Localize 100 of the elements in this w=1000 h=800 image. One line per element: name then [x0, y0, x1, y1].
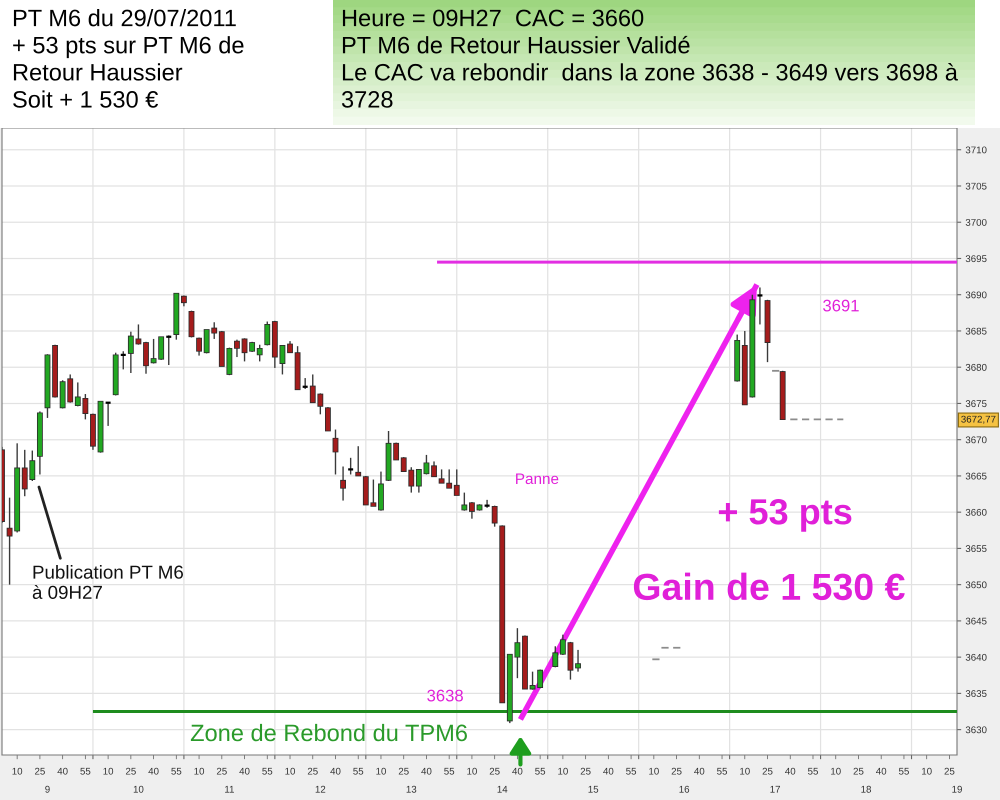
candlestick — [438, 468, 445, 484]
candlestick — [347, 457, 354, 476]
x-tick-label: 10 — [831, 768, 841, 775]
x-tick-label: 25 — [34, 768, 45, 775]
x-tick-label: 55 — [626, 768, 636, 775]
x-tick-label: 10 — [285, 768, 296, 775]
annotation: Publication PT M6 à 09H27 — [32, 565, 183, 599]
x-tick-label: 10 — [12, 768, 22, 775]
x-tick-label: 25 — [398, 768, 409, 775]
x-tick-label: 55 — [353, 768, 364, 775]
y-tick-label: 3650 — [966, 581, 987, 588]
x-tick-label: 40 — [421, 768, 432, 775]
x-tick-label: 10 — [740, 768, 750, 775]
x-tick-label: 25 — [944, 768, 954, 775]
x2-tick-label: 12 — [316, 786, 326, 793]
y-tick-label: 3685 — [966, 328, 987, 335]
candlestick — [104, 401, 112, 427]
x-tick-label: 55 — [171, 768, 182, 775]
candlestick — [317, 392, 324, 416]
x2-tick-label: 17 — [770, 786, 780, 793]
x2-tick-label: 10 — [134, 786, 144, 793]
x2-tick-label: 9 — [45, 786, 50, 793]
candlestick — [165, 334, 172, 366]
candlestick — [120, 350, 127, 370]
candlestick — [552, 646, 558, 668]
x2-tick-label: 11 — [225, 786, 234, 793]
y-tick-label: 3635 — [966, 690, 987, 698]
candlestick — [256, 344, 263, 362]
y-tick-label: 3690 — [966, 291, 987, 298]
y-tick-label: 3665 — [966, 472, 987, 480]
x-tick-label: 55 — [717, 768, 728, 775]
candlestick — [400, 456, 407, 472]
x-tick-label: 25 — [308, 768, 318, 775]
x-tick-label: 40 — [694, 768, 704, 775]
candlestick — [264, 320, 270, 346]
x-tick-label: 10 — [649, 768, 659, 775]
candlestick — [340, 466, 346, 502]
candlestick — [310, 374, 316, 404]
x-tick-label: 40 — [603, 768, 614, 775]
x-tick-label: 25 — [854, 768, 864, 775]
candlestick — [74, 382, 81, 408]
x-tick-label: 10 — [922, 768, 932, 775]
x-tick-label: 40 — [512, 768, 522, 775]
y-tick-label: 3645 — [966, 618, 987, 625]
candlestick — [67, 374, 74, 404]
x2-tick-label: 16 — [679, 786, 690, 793]
x-tick-label: 25 — [126, 768, 136, 775]
annotation: Gain de 1 530 € — [634, 572, 905, 600]
x-tick-label: 55 — [898, 768, 909, 775]
annotation: + 53 pts — [718, 498, 852, 532]
candlestick — [454, 468, 460, 496]
y-tick-label: 3680 — [966, 364, 987, 371]
annotation: Zone de Rebond du TPM6 — [190, 724, 467, 742]
x-tick-label: 10 — [376, 768, 386, 775]
candlestick — [408, 466, 414, 494]
annotation: Panne — [516, 473, 558, 484]
x-tick-label: 10 — [558, 768, 568, 775]
candlestick — [22, 449, 28, 497]
x-tick-label: 55 — [262, 768, 272, 775]
x-tick-label: 40 — [876, 768, 886, 775]
y-tick-label: 3630 — [966, 726, 987, 734]
candlestick — [446, 468, 452, 489]
chart-title: PT M6 du 29/07/2011 + 53 pts sur PT M6 de Retour Haussier Soit + 1 530 € — [13, 9, 244, 108]
x2-tick-label: 13 — [406, 786, 416, 793]
x2-tick-label: 18 — [861, 786, 872, 793]
x-tick-label: 25 — [216, 768, 227, 775]
candlestick — [211, 322, 218, 340]
x-tick-label: 55 — [444, 768, 454, 775]
candlestick — [355, 446, 362, 477]
y-tick-label: 3640 — [966, 654, 987, 661]
candlestick — [302, 377, 309, 390]
y-tick-label: 3655 — [966, 545, 987, 552]
y-tick-label: 3695 — [966, 255, 987, 262]
candlestick — [492, 504, 498, 528]
y-tick-label: 3660 — [966, 508, 987, 516]
annotation: 3691 — [823, 300, 859, 312]
x-tick-label: 55 — [808, 768, 818, 775]
x2-tick-label: 14 — [498, 786, 508, 793]
x2-tick-label: 19 — [952, 786, 962, 793]
candlestick — [332, 428, 338, 476]
x-tick-label: 55 — [535, 768, 546, 775]
candlestick — [29, 450, 36, 482]
x2-tick-label: 15 — [588, 786, 598, 793]
y-tick-label: 3710 — [966, 146, 987, 154]
y-tick-label: 3675 — [966, 400, 987, 408]
candlestick — [324, 406, 331, 432]
x-tick-label: 40 — [57, 768, 68, 775]
x-tick-label: 40 — [239, 768, 250, 775]
x-tick-label: 40 — [785, 768, 796, 775]
y-tick-label: 3700 — [966, 218, 987, 226]
x-tick-label: 25 — [672, 768, 682, 775]
x-tick-label: 55 — [80, 768, 90, 775]
x-tick-label: 25 — [762, 768, 773, 775]
x-tick-label: 10 — [467, 768, 477, 775]
y-tick-label: 3705 — [966, 182, 987, 190]
x-tick-label: 10 — [194, 768, 204, 775]
annotation: 3638 — [427, 690, 463, 702]
x-tick-label: 40 — [148, 768, 159, 775]
y-tick-label: 3670 — [966, 436, 987, 444]
x-tick-label: 25 — [580, 768, 591, 775]
